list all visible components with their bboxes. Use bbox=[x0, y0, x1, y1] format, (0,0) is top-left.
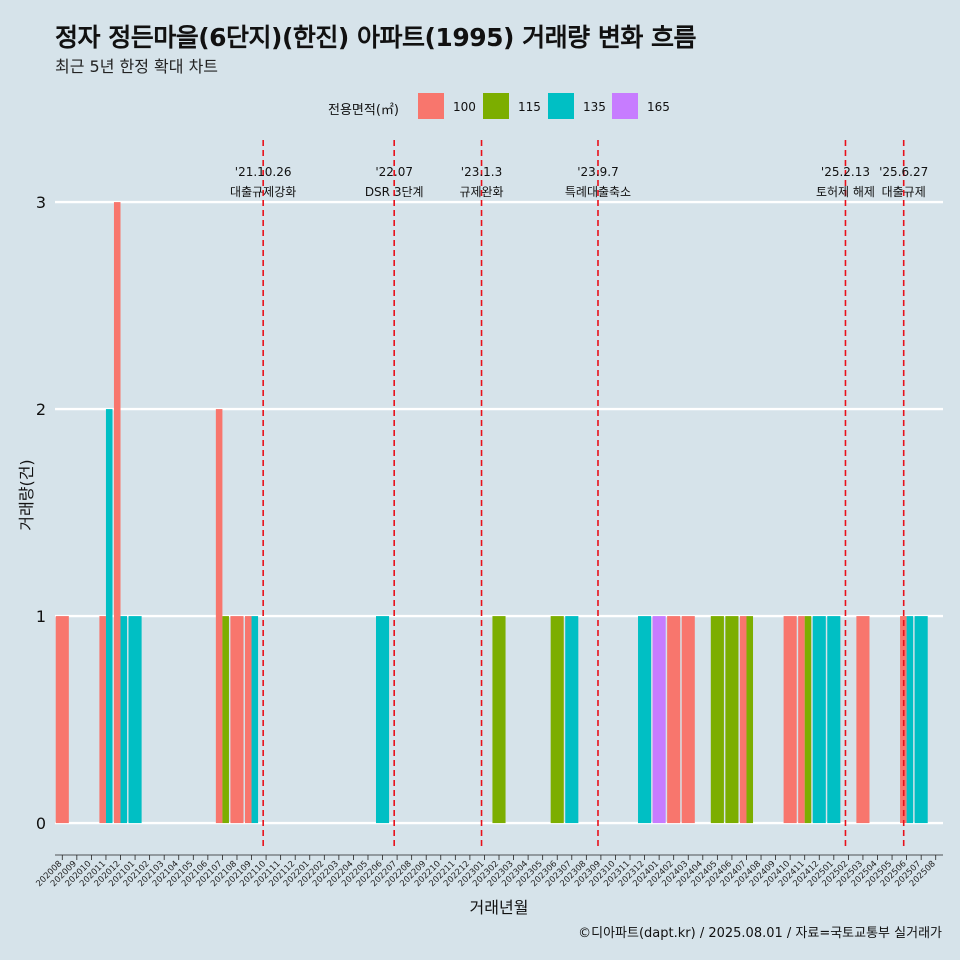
bar-115-202411 bbox=[804, 616, 812, 824]
y-tick-label: 2 bbox=[36, 400, 46, 419]
bar-135-202206 bbox=[375, 616, 390, 824]
bar-100-202403 bbox=[681, 616, 695, 824]
bar-135-202312 bbox=[638, 616, 652, 824]
bar-135-202506 bbox=[906, 616, 914, 824]
event-date-label: '23.1.3 bbox=[461, 165, 502, 179]
event-date-label: '25.6.27 bbox=[879, 165, 928, 179]
bar-115-202107 bbox=[222, 616, 229, 824]
legend-swatch bbox=[483, 93, 509, 119]
bar-135-202012 bbox=[120, 616, 128, 824]
bar-100-202402 bbox=[667, 616, 681, 824]
event-name-label: 특례대출축소 bbox=[565, 185, 631, 199]
legend-label: 100 bbox=[453, 100, 476, 114]
bar-115-202407 bbox=[746, 616, 754, 824]
bar-100-202107 bbox=[215, 409, 223, 824]
chart-subtitle: 최근 5년 한정 확대 차트 bbox=[55, 57, 219, 76]
y-axis-title: 거래량(건) bbox=[17, 459, 36, 530]
legend-swatch bbox=[548, 93, 574, 119]
y-tick-label: 0 bbox=[36, 814, 46, 833]
legend-label: 135 bbox=[583, 100, 606, 114]
bar-135-202011 bbox=[105, 409, 113, 824]
bar-100-202108 bbox=[230, 616, 244, 824]
bar-165-202401 bbox=[652, 616, 666, 824]
legend-swatch bbox=[612, 93, 638, 119]
y-tick-label: 3 bbox=[36, 193, 46, 212]
event-name-label: 대출규제 bbox=[882, 185, 926, 199]
bar-115-202302 bbox=[492, 616, 506, 824]
bar-135-202307 bbox=[565, 616, 579, 824]
bar-100-202109 bbox=[244, 616, 252, 824]
bar-115-202306 bbox=[550, 616, 564, 824]
chart-title: 정자 정든마을(6단지)(한진) 아파트(1995) 거래량 변화 흐름 bbox=[55, 23, 697, 52]
event-name-label: 대출규제강화 bbox=[230, 185, 296, 199]
legend-label: 115 bbox=[518, 100, 541, 114]
bar-100-202506 bbox=[900, 616, 907, 824]
event-date-label: '25.2.13 bbox=[821, 165, 870, 179]
legend-title: 전용면적(㎡) bbox=[328, 103, 399, 118]
event-name-label: 규제완화 bbox=[459, 185, 503, 199]
y-tick-label: 1 bbox=[36, 607, 46, 626]
bar-100-202012 bbox=[113, 202, 121, 824]
bar-115-202405 bbox=[710, 616, 724, 824]
event-date-label: '23.9.7 bbox=[577, 165, 618, 179]
event-date-label: '21.10.26 bbox=[235, 165, 292, 179]
event-name-label: 토허제 해제 bbox=[816, 185, 875, 199]
bar-100-202407 bbox=[739, 616, 747, 824]
bar-135-202109 bbox=[251, 616, 259, 824]
legend: 전용면적(㎡) 100 115 135 165 bbox=[0, 93, 960, 121]
bar-135-202501 bbox=[827, 616, 841, 824]
bar-115-202406 bbox=[725, 616, 739, 824]
source-caption: ©디아파트(dapt.kr) / 2025.08.01 / 자료=국토교통부 실… bbox=[578, 926, 942, 941]
bar-100-202503 bbox=[856, 616, 870, 824]
bar-135-202412 bbox=[812, 616, 826, 824]
event-date-label: '22.07 bbox=[375, 165, 413, 179]
bar-100-202411 bbox=[798, 616, 805, 824]
bar-135-202101 bbox=[128, 616, 142, 824]
legend-label: 165 bbox=[647, 100, 670, 114]
x-axis-title: 거래년월 bbox=[470, 898, 529, 917]
bar-100-202011 bbox=[99, 616, 106, 824]
bar-100-202008 bbox=[55, 616, 69, 824]
event-name-label: DSR 3단계 bbox=[365, 185, 424, 199]
legend-swatch bbox=[418, 93, 444, 119]
bar-100-202410 bbox=[783, 616, 797, 824]
bar-135-202507 bbox=[914, 616, 928, 824]
